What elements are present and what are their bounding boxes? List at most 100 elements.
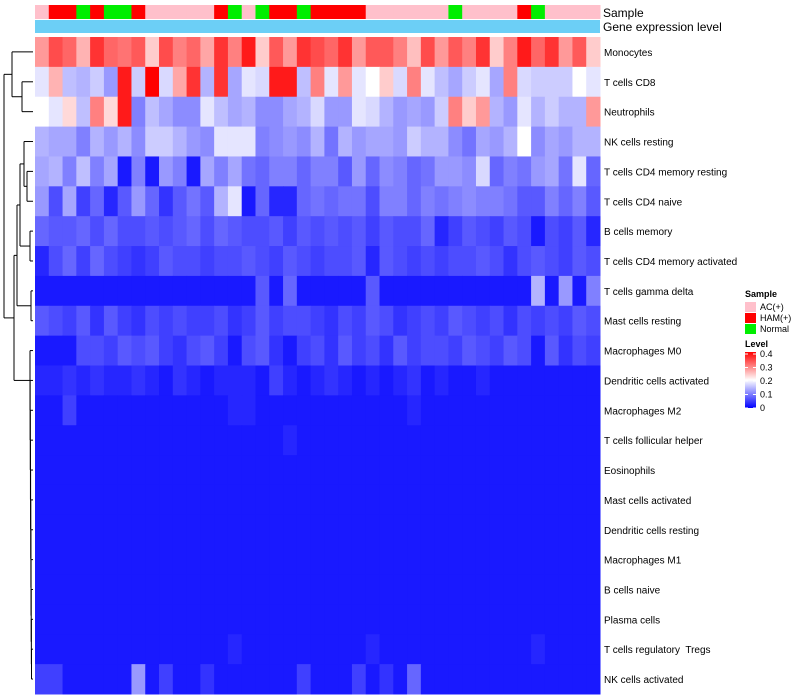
heatmap-cell <box>117 484 132 516</box>
heatmap-cell <box>131 455 146 486</box>
heatmap-cell <box>393 37 408 68</box>
heatmap-cell <box>131 186 146 217</box>
heatmap-cell <box>351 604 367 635</box>
heatmap-cell <box>103 574 119 605</box>
legend-label-normal: Normal <box>760 324 789 334</box>
heatmap-cell <box>117 365 132 396</box>
heatmap-cell <box>586 604 601 635</box>
heatmap-cell <box>324 305 339 337</box>
heatmap-cell <box>531 425 546 456</box>
heatmap-cell <box>365 365 381 396</box>
heatmap-cell <box>393 335 408 366</box>
heatmap-cell <box>420 246 436 277</box>
heatmap-cell <box>310 156 325 187</box>
heatmap-cell <box>544 37 560 68</box>
heatmap-cell <box>324 574 339 605</box>
heatmap-cell <box>558 66 573 98</box>
heatmap-cell <box>531 186 546 217</box>
heatmap-cell <box>572 275 587 307</box>
heatmap-cell <box>420 634 436 665</box>
heatmap-cell <box>145 395 160 426</box>
heatmap-cell <box>159 544 174 576</box>
heatmap-cell <box>283 634 298 665</box>
heatmap-cell <box>338 365 353 396</box>
row-dendrogram <box>3 51 33 680</box>
heatmap-cell <box>586 514 601 546</box>
heatmap-cell <box>503 634 518 665</box>
heatmap-cell <box>462 544 477 576</box>
heatmap-cell <box>131 66 146 98</box>
heatmap-cell <box>145 186 160 217</box>
heatmap-cell <box>586 37 601 68</box>
heatmap-cell <box>572 216 587 247</box>
heatmap-cell <box>227 425 243 456</box>
heatmap-cell <box>558 634 573 665</box>
heatmap-cell <box>379 484 394 516</box>
heatmap-cell <box>503 365 518 396</box>
heatmap-cell <box>200 156 215 187</box>
heatmap-cell <box>338 305 353 337</box>
heatmap-cell <box>531 96 546 128</box>
heatmap-cell <box>489 186 505 217</box>
heatmap-cell <box>544 126 560 157</box>
heatmap-cell <box>310 484 325 516</box>
heatmap-cell <box>420 544 436 576</box>
heatmap-cell <box>283 275 298 307</box>
heatmap-cell <box>296 156 312 187</box>
heatmap-cell <box>48 664 64 695</box>
heatmap-cell <box>117 514 132 546</box>
heatmap-cell <box>48 37 64 68</box>
heatmap-cell <box>145 365 160 396</box>
heatmap-cell <box>586 425 601 456</box>
heatmap-cell <box>365 156 381 187</box>
heatmap-cell <box>200 246 215 277</box>
level-legend-title: Level <box>745 339 768 349</box>
heatmap-cell <box>420 574 436 605</box>
heatmap-cell <box>186 574 201 605</box>
heatmap-cell <box>338 275 353 307</box>
heatmap-cell <box>117 544 132 576</box>
heatmap-cell <box>200 574 215 605</box>
sample-cell <box>255 5 270 19</box>
heatmap-cell <box>407 126 422 157</box>
heatmap-cell <box>393 664 408 695</box>
gene-expression-track <box>35 20 600 33</box>
heatmap-cell <box>434 66 449 98</box>
heatmap-cell <box>48 484 64 516</box>
row-label: B cells naive <box>604 585 661 596</box>
heatmap-cell <box>572 544 587 576</box>
heatmap-cell <box>324 484 339 516</box>
heatmap-cell <box>103 544 119 576</box>
sample-cell <box>393 5 408 19</box>
legend-swatch-ham <box>745 313 756 323</box>
heatmap-cell <box>103 335 119 366</box>
heatmap-cell <box>117 246 132 277</box>
heatmap-cell <box>407 305 422 337</box>
heatmap-cell <box>241 365 256 396</box>
heatmap-cell <box>241 186 256 217</box>
heatmap-cell <box>227 305 243 337</box>
heatmap-cell <box>241 604 256 635</box>
heatmap-cell <box>283 514 298 546</box>
heatmap-cell <box>131 365 146 396</box>
heatmap-cell <box>586 246 601 277</box>
heatmap-cell <box>269 96 284 128</box>
heatmap-cell <box>475 37 491 68</box>
heatmap-cell <box>283 484 298 516</box>
heatmap-cell <box>558 216 573 247</box>
heatmap-cell <box>351 126 367 157</box>
heatmap-cell <box>131 664 146 695</box>
heatmap-cell <box>131 395 146 426</box>
heatmap-cell <box>76 514 91 546</box>
heatmap-cell <box>214 275 229 307</box>
sample-annotation-track <box>35 5 601 19</box>
heatmap-cell <box>338 156 353 187</box>
heatmap-cell <box>90 305 105 337</box>
heatmap-cell <box>172 186 188 217</box>
heatmap-cell <box>365 544 381 576</box>
heatmap-cell <box>517 365 532 396</box>
heatmap-cell <box>434 126 449 157</box>
heatmap-cell <box>159 664 174 695</box>
heatmap-cell <box>103 37 119 68</box>
heatmap-cell <box>296 634 312 665</box>
